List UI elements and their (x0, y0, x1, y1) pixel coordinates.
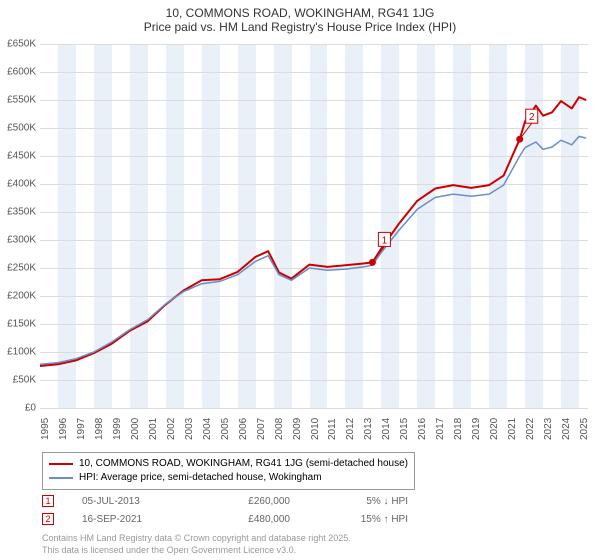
footer-line-2: This data is licensed under the Open Gov… (42, 544, 351, 556)
x-tick-label: 2013 (363, 418, 374, 440)
svg-text:1: 1 (382, 235, 388, 246)
y-tick-label: £550K (2, 95, 36, 106)
marker-date: 16-SEP-2021 (82, 514, 172, 525)
marker-price: £480,000 (200, 514, 290, 525)
marker-table: 1 05-JUL-2013 £260,000 5% ↓ HPI 2 16-SEP-2021… (42, 492, 408, 528)
x-tick-label: 1995 (40, 418, 51, 440)
x-tick-label: 1998 (94, 418, 105, 440)
x-tick-label: 2017 (435, 418, 446, 440)
y-tick-label: £450K (2, 151, 36, 162)
y-tick-label: £50K (2, 375, 36, 386)
legend-swatch (49, 477, 73, 479)
y-tick-label: £650K (2, 39, 36, 50)
x-tick-label: 2008 (274, 418, 285, 440)
x-tick-label: 2012 (345, 418, 356, 440)
x-tick-label: 2007 (256, 418, 267, 440)
x-tick-label: 2006 (238, 418, 249, 440)
chart-title: 10, COMMONS ROAD, WOKINGHAM, RG41 1JG (0, 0, 600, 20)
legend-swatch (49, 463, 73, 465)
chart-plot-area: £0£50K£100K£150K£200K£250K£300K£350K£400… (40, 44, 588, 408)
x-tick-label: 2011 (327, 418, 338, 440)
x-tick-label: 2004 (202, 418, 213, 440)
chart-container: 10, COMMONS ROAD, WOKINGHAM, RG41 1JG Pr… (0, 0, 600, 560)
x-tick-label: 2005 (220, 418, 231, 440)
y-tick-label: £400K (2, 179, 36, 190)
y-tick-label: £200K (2, 291, 36, 302)
x-tick-label: 2010 (310, 418, 321, 440)
x-tick-label: 2003 (184, 418, 195, 440)
marker-date: 05-JUL-2013 (82, 496, 172, 507)
y-tick-label: £600K (2, 67, 36, 78)
footer-line-1: Contains HM Land Registry data © Crown c… (42, 532, 351, 544)
legend-label: HPI: Average price, semi-detached house,… (79, 471, 322, 485)
x-tick-label: 2019 (471, 418, 482, 440)
x-tick-label: 1996 (58, 418, 69, 440)
x-tick-label: 2002 (166, 418, 177, 440)
y-tick-label: £0 (2, 403, 36, 414)
y-tick-label: £250K (2, 263, 36, 274)
x-tick-label: 2016 (417, 418, 428, 440)
y-tick-label: £300K (2, 235, 36, 246)
svg-text:2: 2 (529, 112, 535, 123)
marker-number-box: 2 (42, 513, 54, 525)
x-tick-label: 2018 (453, 418, 464, 440)
x-tick-label: 2001 (148, 418, 159, 440)
x-tick-label: 2020 (489, 418, 500, 440)
x-tick-label: 1997 (76, 418, 87, 440)
y-tick-label: £150K (2, 319, 36, 330)
marker-number-box: 1 (42, 495, 54, 507)
chart-subtitle: Price paid vs. HM Land Registry's House … (0, 20, 600, 38)
x-tick-label: 2021 (507, 418, 518, 440)
marker-pct: 5% ↓ HPI (318, 496, 408, 507)
x-tick-label: 1999 (112, 418, 123, 440)
y-tick-label: £500K (2, 123, 36, 134)
x-tick-label: 2024 (561, 418, 572, 440)
x-tick-label: 2009 (292, 418, 303, 440)
marker-price: £260,000 (200, 496, 290, 507)
y-tick-label: £350K (2, 207, 36, 218)
x-tick-label: 2025 (579, 418, 590, 440)
marker-row: 2 16-SEP-2021 £480,000 15% ↑ HPI (42, 510, 408, 528)
x-tick-label: 2000 (130, 418, 141, 440)
chart-lines: 12 (40, 44, 588, 408)
marker-pct: 15% ↑ HPI (318, 514, 408, 525)
x-tick-label: 2015 (399, 418, 410, 440)
y-tick-label: £100K (2, 347, 36, 358)
legend-item: 10, COMMONS ROAD, WOKINGHAM, RG41 1JG (s… (49, 457, 408, 471)
x-tick-label: 2022 (525, 418, 536, 440)
x-tick-label: 2014 (381, 418, 392, 440)
marker-row: 1 05-JUL-2013 £260,000 5% ↓ HPI (42, 492, 408, 510)
legend-label: 10, COMMONS ROAD, WOKINGHAM, RG41 1JG (s… (79, 457, 408, 471)
x-tick-label: 2023 (543, 418, 554, 440)
footer: Contains HM Land Registry data © Crown c… (42, 532, 351, 556)
legend-item: HPI: Average price, semi-detached house,… (49, 471, 408, 485)
legend: 10, COMMONS ROAD, WOKINGHAM, RG41 1JG (s… (42, 452, 415, 490)
x-axis: 1995 1996 1997 1998 1999 2000 2001 2002 2003 2004… (40, 408, 588, 448)
